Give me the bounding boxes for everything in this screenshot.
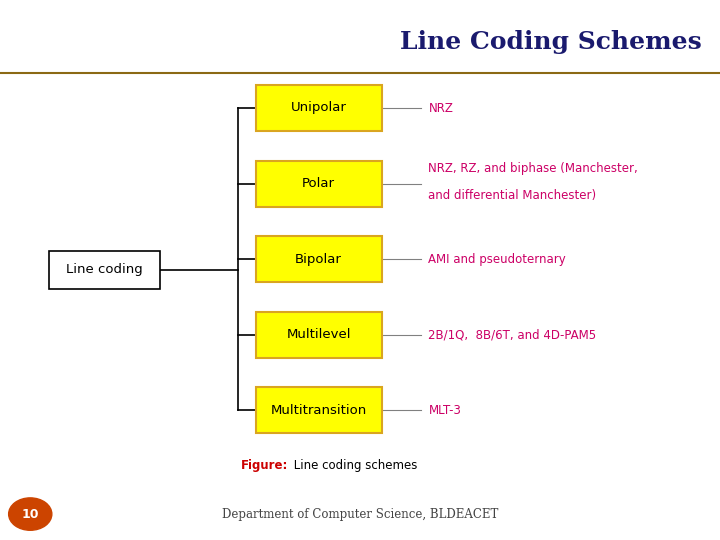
Text: NRZ, RZ, and biphase (Manchester,: NRZ, RZ, and biphase (Manchester, <box>428 162 638 175</box>
Text: Line coding schemes: Line coding schemes <box>290 459 418 472</box>
Text: Polar: Polar <box>302 177 335 190</box>
Circle shape <box>9 498 52 530</box>
Text: NRZ: NRZ <box>428 102 454 114</box>
Text: and differential Manchester): and differential Manchester) <box>428 189 597 202</box>
Text: MLT-3: MLT-3 <box>428 404 462 417</box>
Text: Multilevel: Multilevel <box>287 328 351 341</box>
FancyBboxPatch shape <box>256 237 382 282</box>
Text: Bipolar: Bipolar <box>295 253 342 266</box>
FancyBboxPatch shape <box>256 85 382 131</box>
Text: Line Coding Schemes: Line Coding Schemes <box>400 30 702 53</box>
Text: Line coding: Line coding <box>66 264 143 276</box>
Text: 10: 10 <box>22 508 39 521</box>
Text: AMI and pseudoternary: AMI and pseudoternary <box>428 253 566 266</box>
FancyBboxPatch shape <box>48 251 160 289</box>
Text: Figure:: Figure: <box>241 459 289 472</box>
FancyBboxPatch shape <box>256 312 382 357</box>
Text: Department of Computer Science, BLDEACET: Department of Computer Science, BLDEACET <box>222 508 498 521</box>
FancyBboxPatch shape <box>256 160 382 206</box>
Text: Multitransition: Multitransition <box>271 404 366 417</box>
Text: 2B/1Q,  8B/6T, and 4D-PAM5: 2B/1Q, 8B/6T, and 4D-PAM5 <box>428 328 597 341</box>
FancyBboxPatch shape <box>256 388 382 433</box>
Text: Unipolar: Unipolar <box>291 102 346 114</box>
